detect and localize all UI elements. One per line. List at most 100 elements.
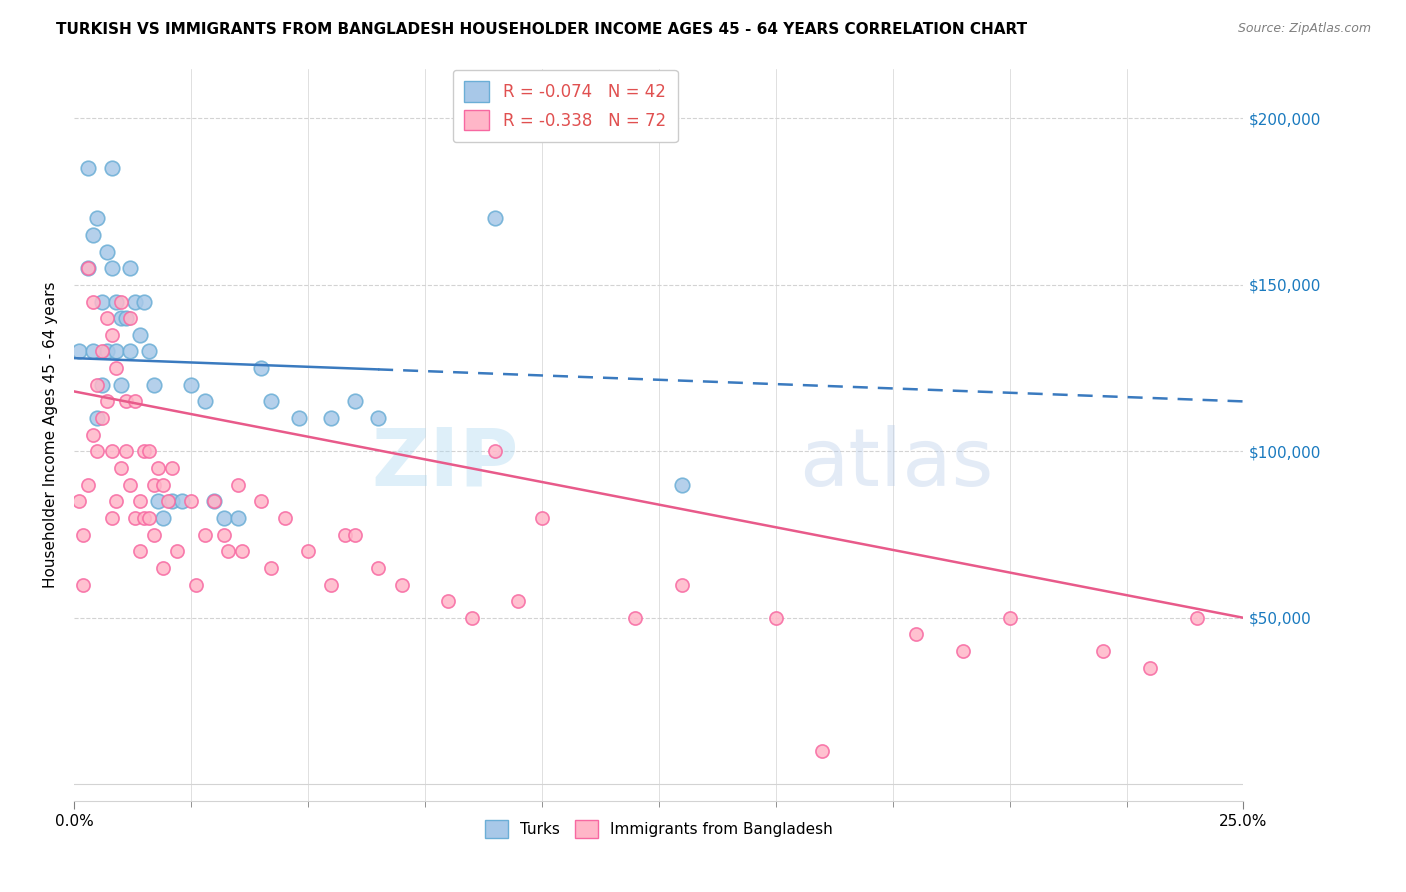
Point — [82, 427, 104, 442]
Point — [138, 344, 160, 359]
Point — [180, 377, 202, 392]
Point — [343, 394, 366, 409]
Text: atlas: atlas — [799, 425, 994, 503]
Point — [91, 377, 114, 392]
Point — [105, 294, 128, 309]
Point — [91, 344, 114, 359]
Point — [100, 444, 122, 458]
Point — [142, 377, 165, 392]
Point — [72, 527, 94, 541]
Point — [1139, 661, 1161, 675]
Point — [105, 344, 128, 359]
Point — [120, 261, 142, 276]
Point — [100, 327, 122, 342]
Point — [96, 244, 118, 259]
Point — [231, 544, 253, 558]
Point — [367, 561, 389, 575]
Point — [671, 577, 693, 591]
Point — [120, 477, 142, 491]
Point — [105, 361, 128, 376]
Text: Source: ZipAtlas.com: Source: ZipAtlas.com — [1237, 22, 1371, 36]
Point — [138, 444, 160, 458]
Point — [134, 294, 156, 309]
Point — [212, 527, 235, 541]
Point — [162, 494, 184, 508]
Point — [120, 311, 142, 326]
Point — [134, 444, 156, 458]
Point — [184, 577, 207, 591]
Point — [287, 411, 309, 425]
Point — [204, 494, 226, 508]
Point — [273, 511, 295, 525]
Point — [180, 494, 202, 508]
Point — [100, 511, 122, 525]
Point — [67, 344, 90, 359]
Point — [460, 611, 482, 625]
Point — [100, 261, 122, 276]
Point — [142, 527, 165, 541]
Point — [128, 494, 150, 508]
Point — [96, 344, 118, 359]
Point — [1185, 611, 1208, 625]
Point — [128, 327, 150, 342]
Point — [998, 611, 1021, 625]
Point — [110, 377, 132, 392]
Point — [530, 511, 553, 525]
Point — [77, 161, 100, 176]
Point — [96, 311, 118, 326]
Point — [82, 344, 104, 359]
Point — [194, 527, 217, 541]
Point — [335, 527, 357, 541]
Point — [82, 294, 104, 309]
Point — [170, 494, 193, 508]
Point — [86, 444, 108, 458]
Text: TURKISH VS IMMIGRANTS FROM BANGLADESH HOUSEHOLDER INCOME AGES 45 - 64 YEARS CORR: TURKISH VS IMMIGRANTS FROM BANGLADESH HO… — [56, 22, 1028, 37]
Point — [204, 494, 226, 508]
Point — [120, 344, 142, 359]
Point — [110, 311, 132, 326]
Point — [194, 394, 217, 409]
Point — [484, 444, 506, 458]
Point — [624, 611, 647, 625]
Point — [124, 394, 146, 409]
Point — [72, 577, 94, 591]
Point — [212, 511, 235, 525]
Point — [105, 494, 128, 508]
Point — [391, 577, 413, 591]
Point — [259, 394, 281, 409]
Point — [114, 394, 136, 409]
Point — [91, 294, 114, 309]
Point — [124, 294, 146, 309]
Point — [437, 594, 460, 608]
Text: ZIP: ZIP — [371, 425, 519, 503]
Point — [250, 494, 273, 508]
Point — [321, 577, 343, 591]
Point — [952, 644, 974, 658]
Point — [226, 511, 249, 525]
Point — [156, 494, 179, 508]
Point — [100, 161, 122, 176]
Point — [67, 494, 90, 508]
Point — [138, 511, 160, 525]
Point — [86, 211, 108, 226]
Point — [91, 411, 114, 425]
Point — [124, 511, 146, 525]
Point — [217, 544, 239, 558]
Point — [162, 461, 184, 475]
Point — [671, 477, 693, 491]
Point — [148, 461, 170, 475]
Point — [128, 544, 150, 558]
Point — [343, 527, 366, 541]
Legend: Turks, Immigrants from Bangladesh: Turks, Immigrants from Bangladesh — [478, 814, 839, 845]
Point — [226, 477, 249, 491]
Point — [82, 227, 104, 242]
Point — [86, 377, 108, 392]
Point — [86, 411, 108, 425]
Point — [259, 561, 281, 575]
Point — [114, 444, 136, 458]
Point — [77, 477, 100, 491]
Point — [152, 561, 174, 575]
Point — [77, 261, 100, 276]
Point — [484, 211, 506, 226]
Point — [905, 627, 928, 641]
